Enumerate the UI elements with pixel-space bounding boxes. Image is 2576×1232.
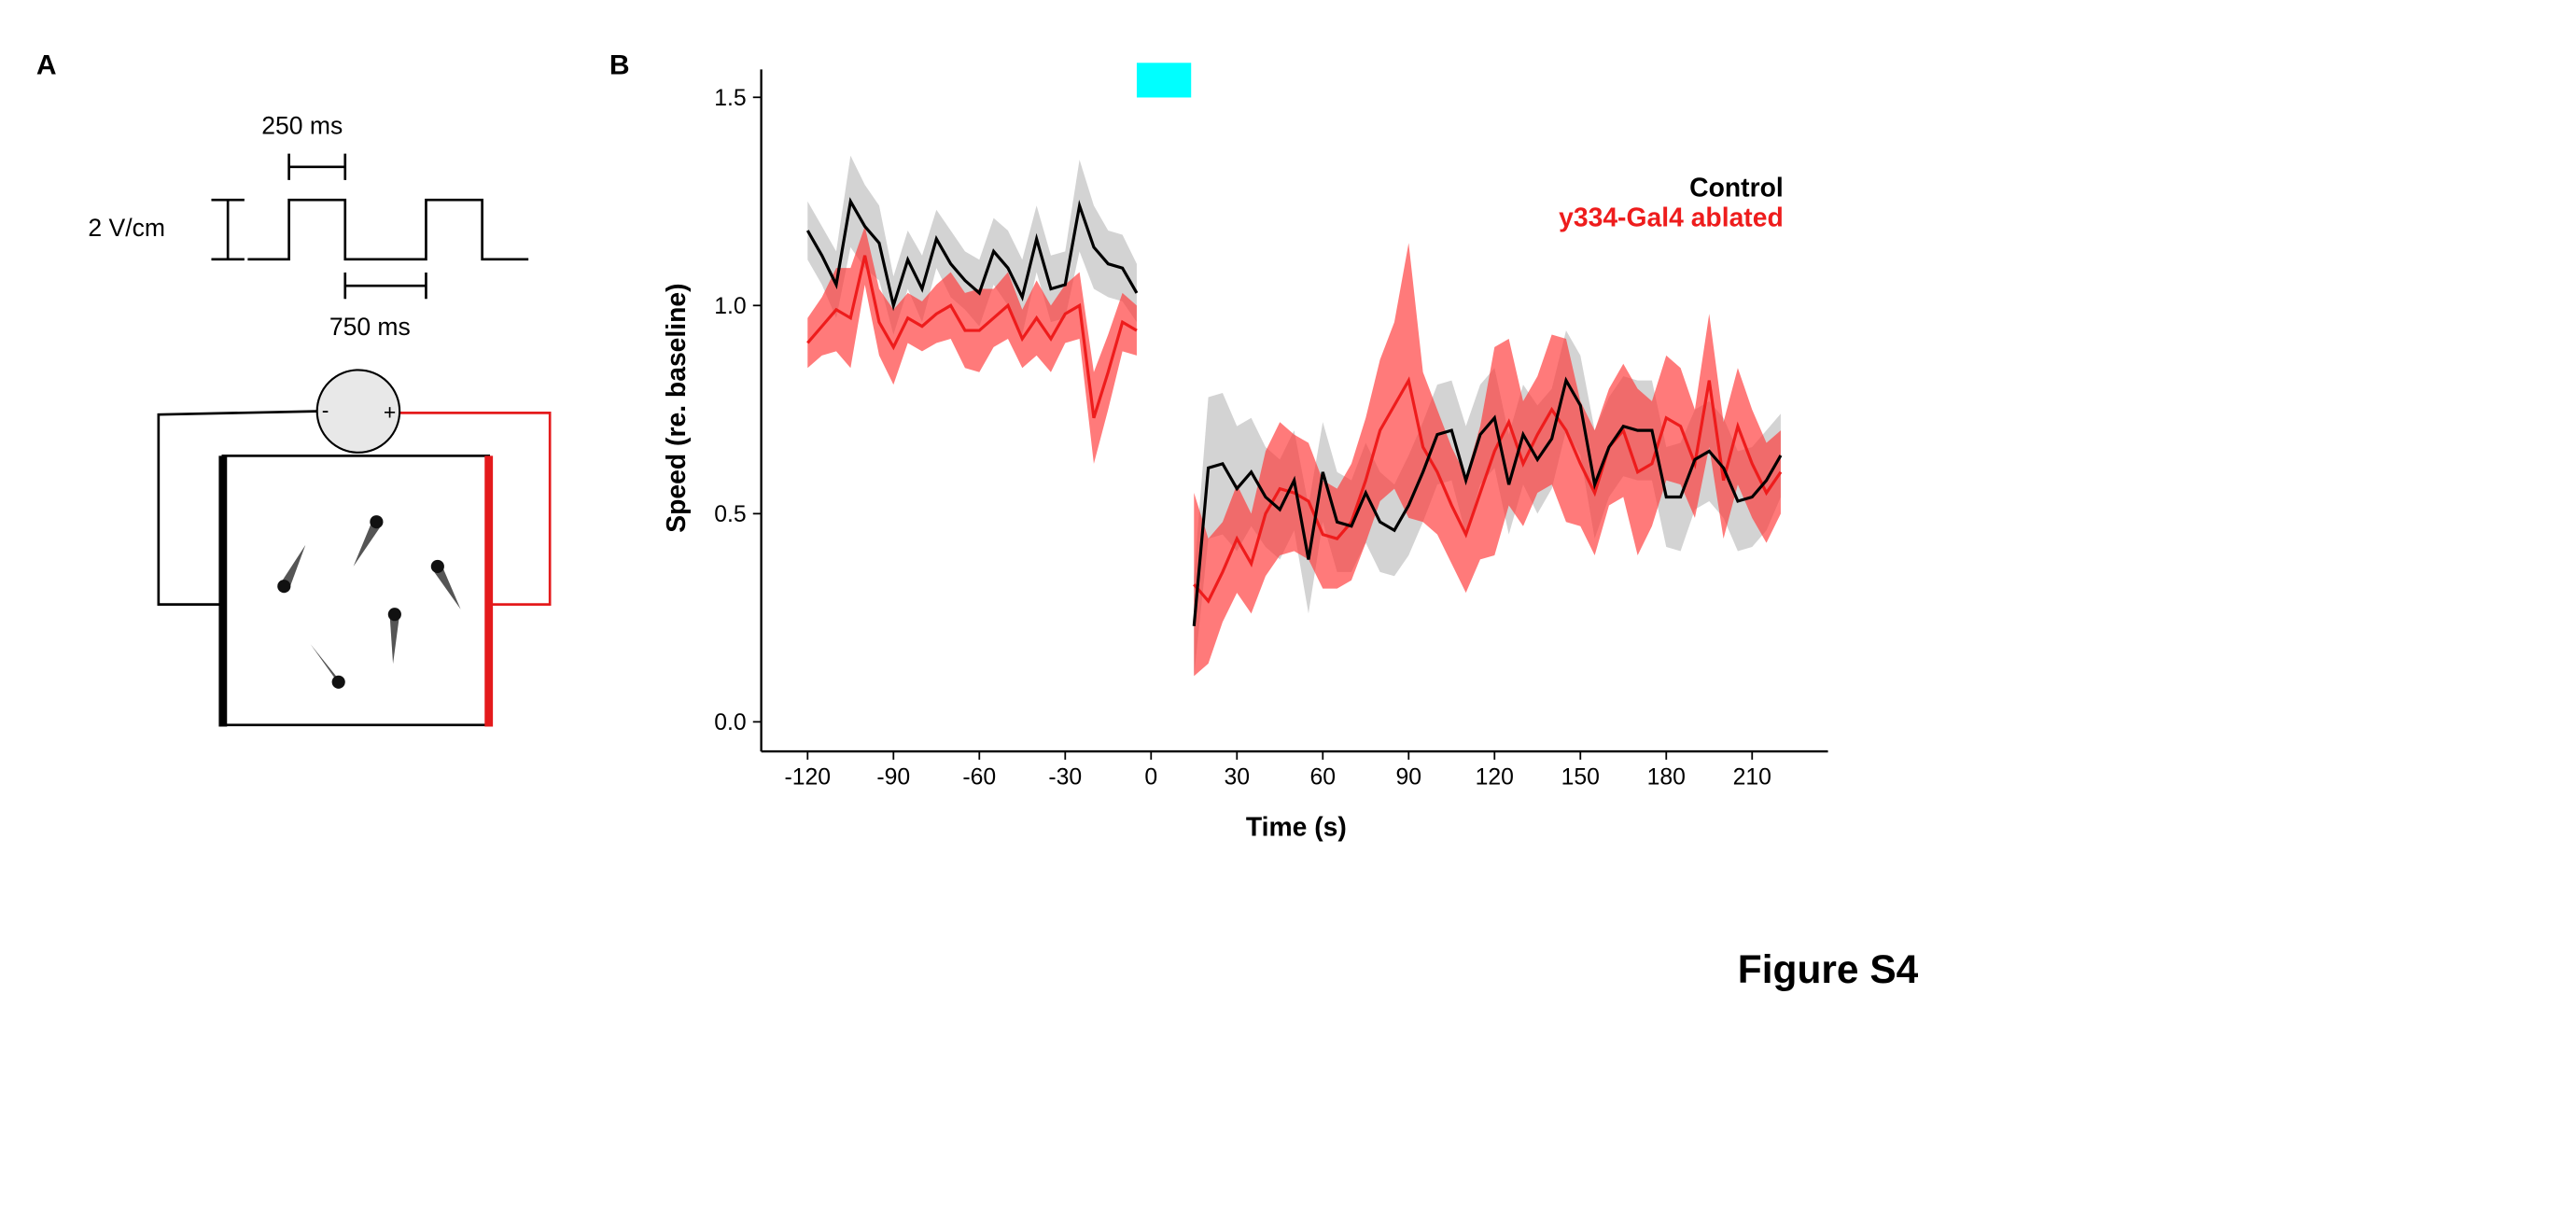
larva-tail xyxy=(353,518,382,567)
figure-label: Figure S4 xyxy=(1738,947,1919,991)
larva-tail xyxy=(432,563,461,609)
interval-bracket xyxy=(343,273,427,300)
y-tick-label: 1.5 xyxy=(714,86,746,111)
x-tick-label: -120 xyxy=(785,764,832,790)
larva-head xyxy=(370,515,384,529)
larva-head xyxy=(430,559,444,573)
y-tick-label: 0.0 xyxy=(714,710,746,735)
larvae xyxy=(277,515,461,689)
scale-bar xyxy=(211,198,245,261)
pulse-trace xyxy=(247,198,529,261)
x-tick-label: 60 xyxy=(1310,764,1337,790)
wire-negative xyxy=(157,410,317,606)
x-tick-label: -90 xyxy=(876,764,910,790)
x-tick-label: -60 xyxy=(962,764,996,790)
waveform xyxy=(211,153,529,300)
panel-label: B xyxy=(609,50,630,81)
minus-sign: - xyxy=(322,399,329,423)
error-band xyxy=(807,226,1781,677)
larva-head xyxy=(277,580,291,594)
field-strength-label: 2 V/cm xyxy=(88,214,165,242)
y-tick-label: 1.0 xyxy=(714,294,746,319)
panel-label: A xyxy=(36,50,57,81)
stimulus-marker xyxy=(1136,63,1192,98)
larva-tail xyxy=(389,614,400,665)
width-bracket xyxy=(287,153,347,180)
larva-tail xyxy=(280,544,306,590)
mean-line xyxy=(806,255,1783,604)
x-tick-label: 90 xyxy=(1396,764,1422,790)
y-tick-label: 0.5 xyxy=(714,502,746,527)
interval-label: 750 ms xyxy=(329,313,411,341)
pulse-width-label: 250 ms xyxy=(261,111,343,139)
larva-head xyxy=(387,608,401,622)
x-tick-label: 30 xyxy=(1225,764,1251,790)
x-tick-label: 0 xyxy=(1144,764,1157,790)
x-tick-label: 180 xyxy=(1647,764,1686,790)
y-axis-title: Speed (re. baseline) xyxy=(661,283,691,532)
legend-entry: Control xyxy=(1689,173,1784,203)
x-tick-label: 210 xyxy=(1733,764,1771,790)
power-source xyxy=(315,369,401,454)
x-tick-label: 150 xyxy=(1561,764,1600,790)
larva-head xyxy=(331,675,345,689)
wire-positive xyxy=(399,412,552,606)
x-axis-title: Time (s) xyxy=(1246,811,1347,841)
x-tick-label: -30 xyxy=(1048,764,1082,790)
mean-line xyxy=(805,197,1783,626)
legend-entry: y334-Gal4 ablated xyxy=(1559,202,1784,231)
x-tick-label: 120 xyxy=(1476,764,1514,790)
plus-sign: + xyxy=(384,399,396,424)
